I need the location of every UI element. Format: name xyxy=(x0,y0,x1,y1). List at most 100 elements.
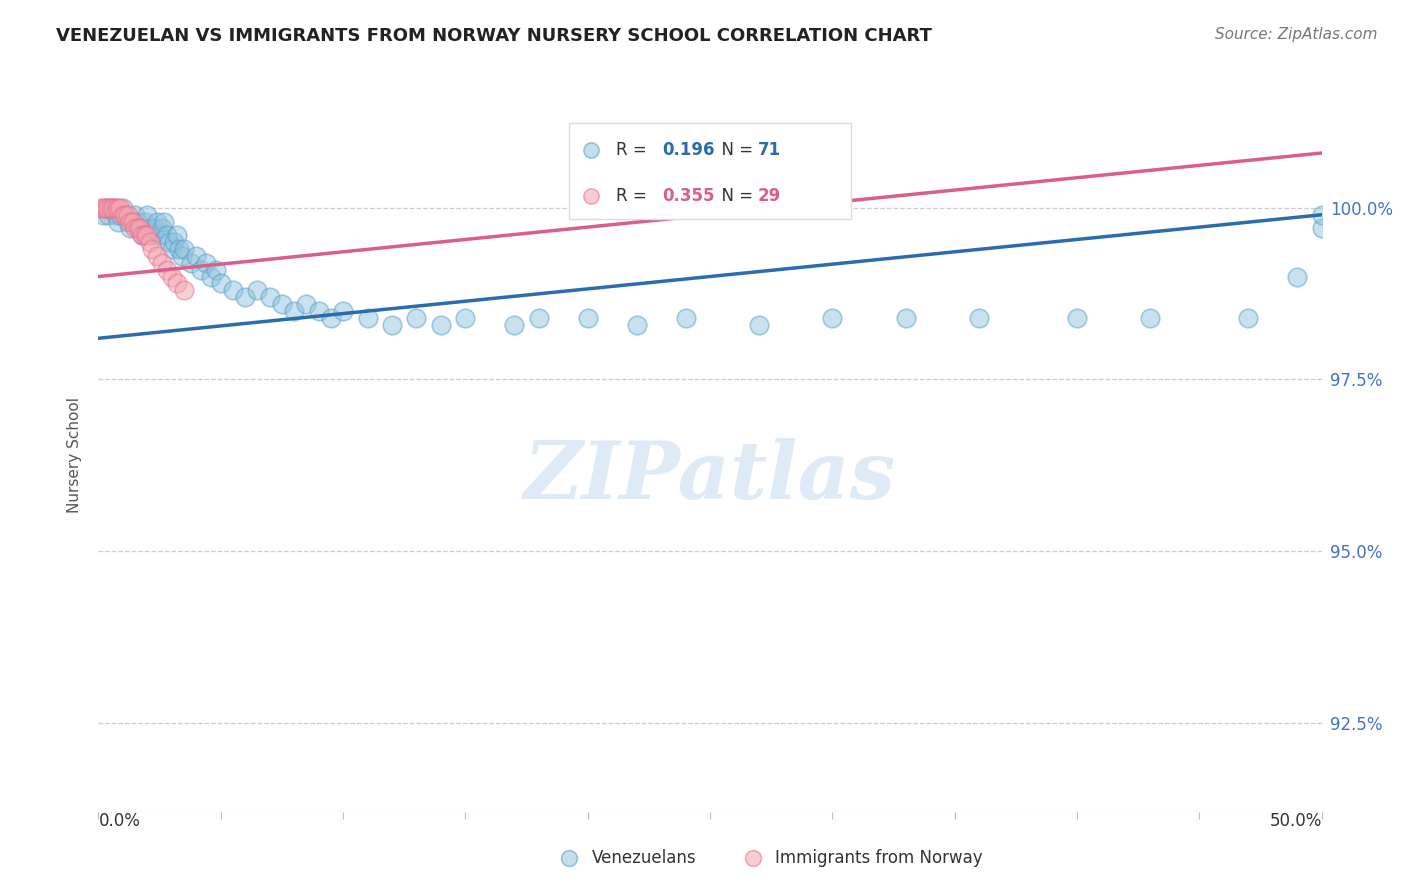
Point xyxy=(156,262,179,277)
Point xyxy=(160,242,183,256)
Point xyxy=(246,283,269,297)
Point xyxy=(110,201,132,215)
Point xyxy=(150,221,173,235)
Point xyxy=(675,310,697,325)
Point xyxy=(114,208,136,222)
Point xyxy=(1139,310,1161,325)
Point xyxy=(503,318,526,332)
Text: 0.196: 0.196 xyxy=(662,141,714,159)
Point xyxy=(190,262,212,277)
Text: Source: ZipAtlas.com: Source: ZipAtlas.com xyxy=(1215,27,1378,42)
Point xyxy=(1066,310,1088,325)
Point xyxy=(129,221,152,235)
Point xyxy=(101,201,124,215)
Point xyxy=(107,201,129,215)
Point xyxy=(821,310,844,325)
Point xyxy=(124,208,146,222)
Point xyxy=(170,249,193,263)
Point xyxy=(124,221,146,235)
Point xyxy=(319,310,342,325)
Text: Immigrants from Norway: Immigrants from Norway xyxy=(775,849,983,867)
Point xyxy=(114,208,136,222)
Point xyxy=(259,290,281,304)
Point xyxy=(107,214,129,228)
Point xyxy=(200,269,222,284)
Text: 71: 71 xyxy=(758,141,780,159)
Point xyxy=(1237,310,1260,325)
Point xyxy=(127,214,149,228)
Point xyxy=(1286,269,1309,284)
FancyBboxPatch shape xyxy=(569,123,851,219)
Point xyxy=(150,256,173,270)
Point xyxy=(146,249,169,263)
Point xyxy=(748,318,770,332)
Point xyxy=(91,208,114,222)
Point xyxy=(121,214,143,228)
Point xyxy=(332,303,354,318)
Text: Venezuelans: Venezuelans xyxy=(592,849,696,867)
Point xyxy=(91,201,114,215)
Text: 50.0%: 50.0% xyxy=(1270,812,1322,830)
Point xyxy=(100,201,122,215)
Point xyxy=(209,277,232,291)
Text: 29: 29 xyxy=(758,187,780,205)
Point xyxy=(163,235,186,250)
Point xyxy=(94,201,117,215)
Text: N =: N = xyxy=(711,187,759,205)
Point xyxy=(149,228,172,243)
Point xyxy=(117,208,139,222)
Point xyxy=(157,235,180,250)
Point xyxy=(270,297,294,311)
Point xyxy=(233,290,256,304)
Point xyxy=(1310,221,1333,235)
Point xyxy=(405,310,427,325)
Point xyxy=(101,201,124,215)
Point xyxy=(166,228,188,243)
Point xyxy=(153,214,176,228)
Point xyxy=(139,221,162,235)
Point xyxy=(110,208,132,222)
Point xyxy=(134,228,156,243)
Point xyxy=(121,214,143,228)
Text: N =: N = xyxy=(711,141,759,159)
Point xyxy=(967,310,990,325)
Point xyxy=(146,214,169,228)
Point xyxy=(129,221,152,235)
Point xyxy=(166,277,188,291)
Point xyxy=(222,283,245,297)
Point xyxy=(136,228,159,243)
Point xyxy=(120,214,142,228)
Point xyxy=(527,310,550,325)
Point xyxy=(156,228,179,243)
Point xyxy=(160,269,183,284)
Text: 0.0%: 0.0% xyxy=(98,812,141,830)
Point xyxy=(195,256,218,270)
Point xyxy=(186,249,208,263)
Point xyxy=(626,318,648,332)
Point xyxy=(141,242,163,256)
Text: ZIPatlas: ZIPatlas xyxy=(524,438,896,515)
Point xyxy=(127,221,149,235)
Point xyxy=(104,201,127,215)
Point xyxy=(94,201,117,215)
Point xyxy=(97,208,120,222)
Point xyxy=(308,303,330,318)
Point xyxy=(139,235,162,250)
Point xyxy=(143,221,166,235)
Point xyxy=(295,297,318,311)
Point xyxy=(141,228,163,243)
Point xyxy=(454,310,477,325)
Point xyxy=(120,221,142,235)
Point xyxy=(576,310,599,325)
Point xyxy=(131,228,153,243)
Point xyxy=(136,208,159,222)
Point xyxy=(90,201,112,215)
Point xyxy=(131,228,153,243)
Point xyxy=(173,283,195,297)
Point xyxy=(283,303,305,318)
Point xyxy=(104,208,127,222)
Point xyxy=(205,262,228,277)
Text: VENEZUELAN VS IMMIGRANTS FROM NORWAY NURSERY SCHOOL CORRELATION CHART: VENEZUELAN VS IMMIGRANTS FROM NORWAY NUR… xyxy=(56,27,932,45)
Point xyxy=(167,242,190,256)
Point xyxy=(134,214,156,228)
